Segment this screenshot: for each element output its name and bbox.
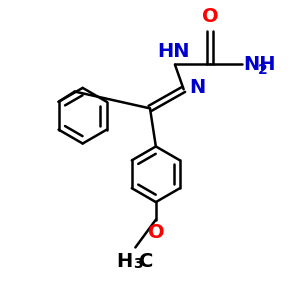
Text: 2: 2 [258, 63, 268, 77]
Text: 3: 3 [133, 257, 142, 271]
Text: HN: HN [157, 42, 190, 61]
Text: O: O [202, 8, 218, 26]
Text: O: O [148, 223, 164, 242]
Text: H: H [116, 252, 132, 271]
Text: N: N [189, 78, 205, 98]
Text: NH: NH [244, 55, 276, 74]
Text: C: C [139, 252, 153, 271]
